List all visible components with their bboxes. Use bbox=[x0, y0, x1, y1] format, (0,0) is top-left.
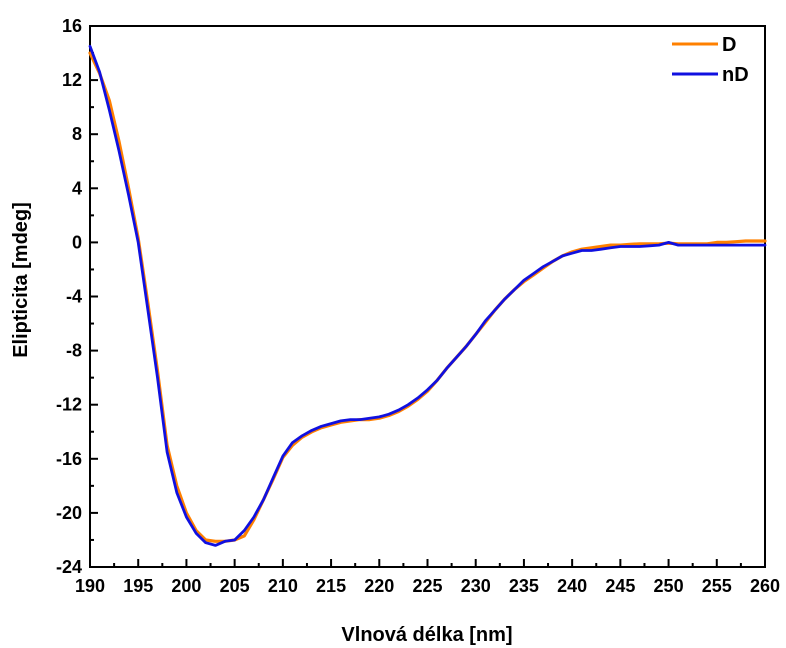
x-tick-label: 190 bbox=[75, 576, 105, 596]
x-tick-label: 195 bbox=[123, 576, 153, 596]
y-tick-label: 4 bbox=[72, 178, 82, 198]
x-tick-label: 235 bbox=[509, 576, 539, 596]
x-axis-title: Vlnová délka [nm] bbox=[341, 624, 512, 646]
y-tick-label: 0 bbox=[72, 232, 82, 252]
x-axis: 190 195 200 205 210 215 220 225 230 235 240 245 250 2… bbox=[75, 559, 780, 596]
x-tick-label: 220 bbox=[364, 576, 394, 596]
y-tick-label: -4 bbox=[66, 287, 82, 307]
plot-border bbox=[89, 25, 766, 568]
legend-label-d: D bbox=[722, 34, 736, 56]
y-tick-label: -12 bbox=[56, 395, 82, 415]
y-axis-title: Elipticita [mdeg] bbox=[10, 202, 32, 358]
legend: DnD bbox=[672, 34, 749, 86]
y-tick-label: 12 bbox=[62, 70, 82, 90]
plot-area bbox=[89, 25, 766, 568]
x-tick-label: 230 bbox=[461, 576, 491, 596]
x-tick-label: 250 bbox=[654, 576, 684, 596]
x-tick-label: 225 bbox=[412, 576, 442, 596]
x-tick-label: 245 bbox=[605, 576, 635, 596]
x-tick-label: 215 bbox=[316, 576, 346, 596]
x-tick-label: 210 bbox=[268, 576, 298, 596]
series-line-nd bbox=[88, 44, 767, 547]
x-tick-label: 240 bbox=[557, 576, 587, 596]
y-tick-label: -24 bbox=[56, 557, 82, 577]
y-tick-label: -20 bbox=[56, 503, 82, 523]
x-tick-label: 205 bbox=[220, 576, 250, 596]
y-tick-label: -8 bbox=[66, 341, 82, 361]
y-tick-label: 16 bbox=[62, 16, 82, 36]
x-tick-label: 255 bbox=[702, 576, 732, 596]
series-layer bbox=[88, 44, 767, 547]
legend-label-nd: nD bbox=[722, 64, 749, 86]
x-tick-label: 200 bbox=[171, 576, 201, 596]
y-tick-label: 8 bbox=[72, 124, 82, 144]
series-line-d bbox=[88, 51, 767, 543]
x-tick-label: 260 bbox=[750, 576, 780, 596]
y-tick-label: -16 bbox=[56, 449, 82, 469]
y-axis: -24 -20 -16 -12 -8 -4 0 4 8 12 16 bbox=[56, 16, 98, 577]
